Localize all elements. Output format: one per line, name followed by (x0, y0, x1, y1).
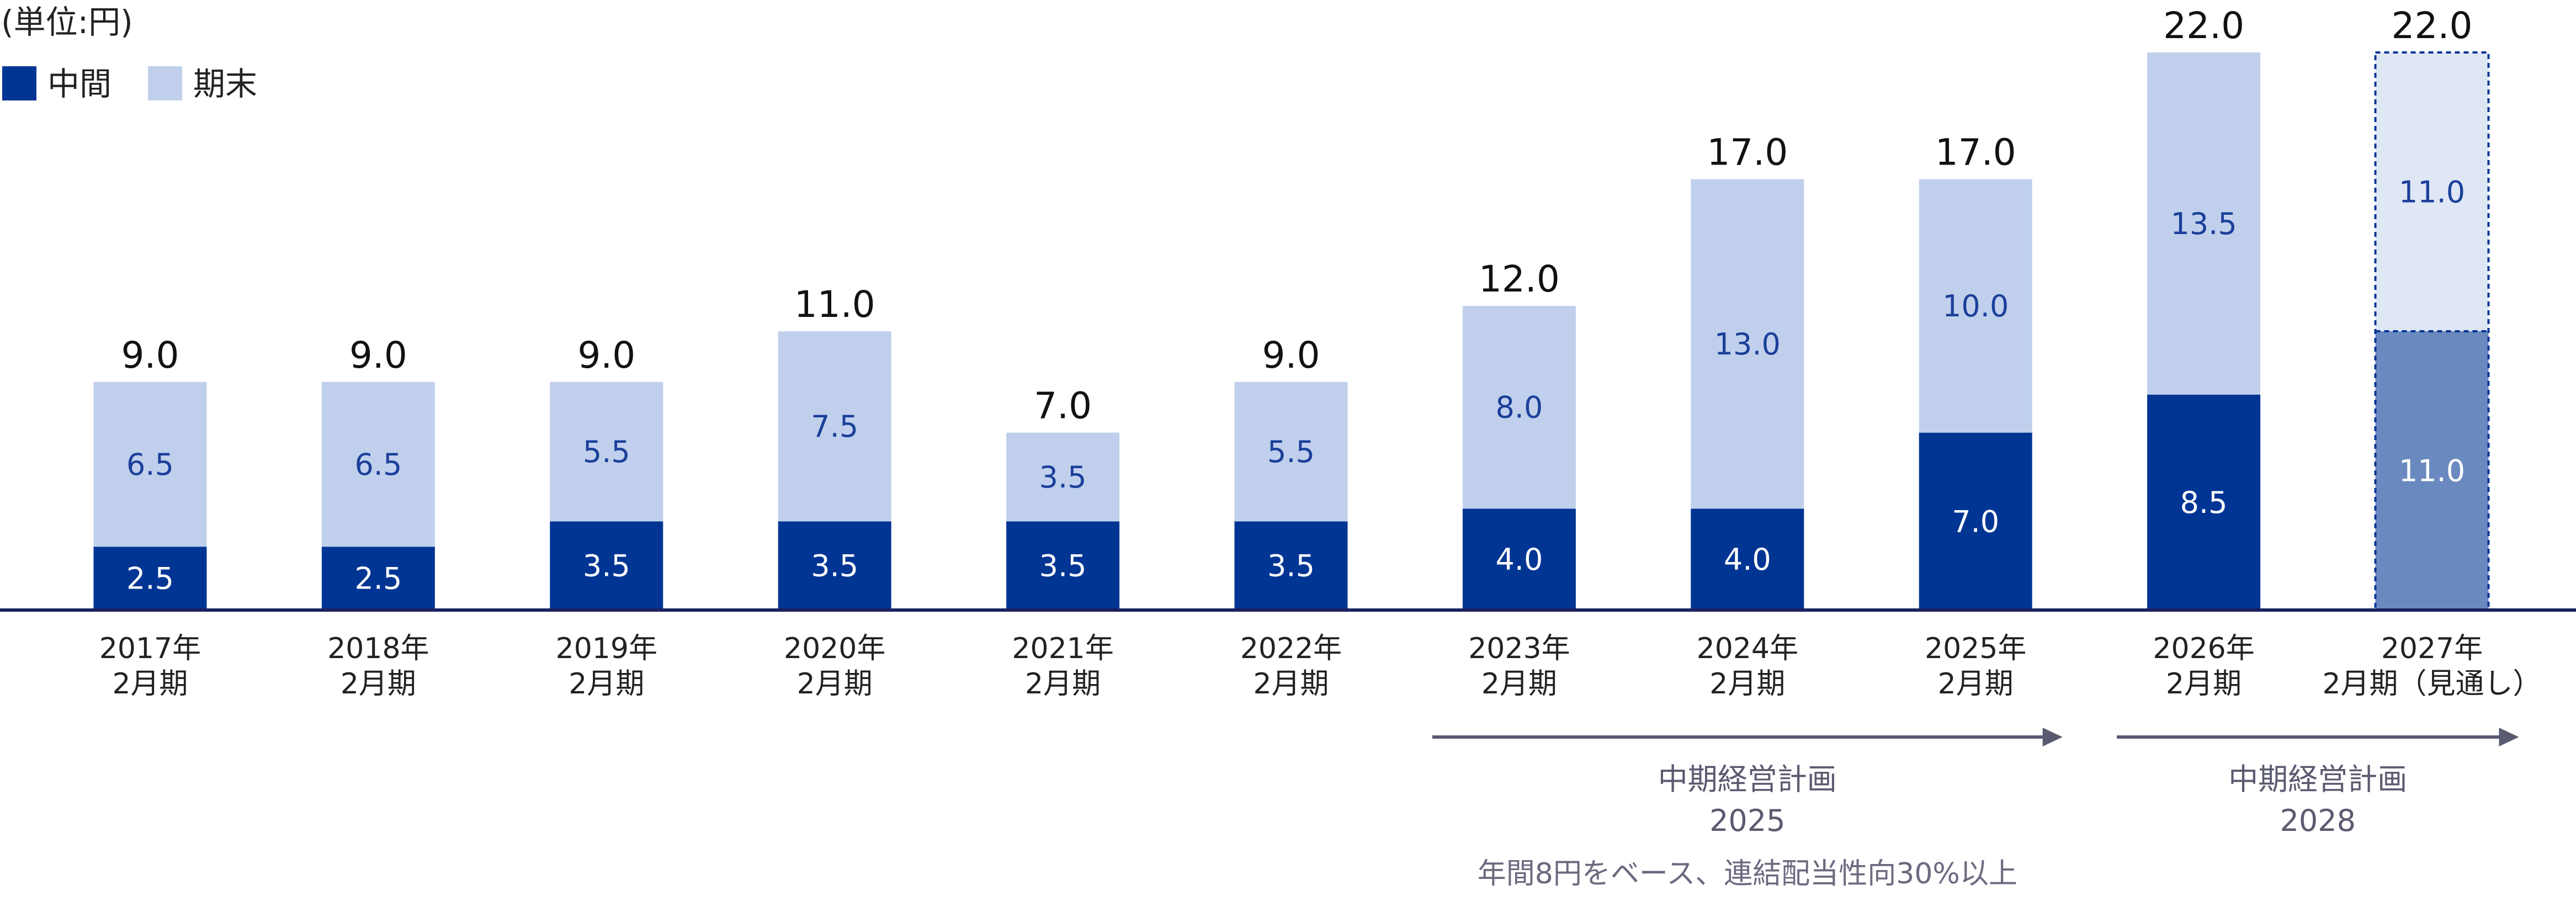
x-tick-label-3: 2020年 2月期 (784, 632, 885, 701)
bar-year-end-label-9: 13.5 (2170, 206, 2237, 241)
bar-year-end-label-3: 7.5 (811, 409, 858, 444)
x-tick-label-4: 2021年 2月期 (1012, 632, 1113, 701)
plan-year-0: 2025 (1709, 803, 1785, 838)
bar-total-label-1: 9.0 (349, 334, 407, 377)
bar-interim-9 (2147, 394, 2261, 610)
bar-interim-0 (93, 547, 207, 610)
bars-group: 2.5 6.5 9.0 2.5 6.5 9.0 3.5 5.5 9.0 3.5 7.5 11.0 3.5… (93, 4, 2490, 611)
bar-total-label-8: 17.0 (1935, 131, 2016, 174)
bar-year-end-7 (1691, 179, 1804, 509)
bar-year-end-0 (93, 381, 207, 547)
plan-arrow-head-0 (2042, 728, 2063, 746)
bar-interim-2 (550, 521, 663, 610)
legend-label-interim: 中間 (47, 65, 111, 103)
bar-interim-label-0: 2.5 (126, 561, 174, 596)
bar-interim-label-8: 7.0 (1952, 504, 1999, 539)
bar-year-end-label-6: 8.0 (1495, 390, 1543, 425)
plan-note-0: 年間8円をベース、連結配当性向30%以上 (1478, 857, 2017, 891)
x-tick-label-10: 2027年 2月期（見通し） (2322, 632, 2541, 701)
bar-year-end-8 (1919, 179, 2032, 433)
bar-interim-label-9: 8.5 (2180, 485, 2228, 520)
bar-interim-1 (321, 547, 435, 610)
bar-year-end-label-1: 6.5 (354, 447, 402, 482)
bar-year-end-9 (2147, 52, 2261, 395)
plan-name-1: 中期経営計画 (2228, 762, 2407, 797)
bar-interim-5 (1234, 521, 1348, 610)
x-tick-label-6: 2023年 2月期 (1468, 632, 1570, 701)
bar-interim-label-6: 4.0 (1495, 542, 1543, 577)
bar-interim-3 (778, 521, 891, 610)
bar-year-end-label-0: 6.5 (126, 447, 174, 482)
plan-arrow-head-1 (2499, 728, 2519, 746)
bar-interim-label-2: 3.5 (583, 549, 630, 584)
x-tick-labels: 2017年 2月期 2018年 2月期 2019年 2月期 2020年 2月期 2021年 2月期… (99, 632, 2542, 701)
bar-interim-label-4: 3.5 (1039, 549, 1087, 584)
legend-label-year-end: 期末 (193, 65, 257, 103)
bar-interim-label-3: 3.5 (811, 549, 858, 584)
legend-swatch-year-end (148, 66, 182, 100)
bar-year-end-6 (1462, 306, 1576, 509)
bar-year-end-label-7: 13.0 (1714, 327, 1781, 362)
bar-year-end-label-4: 3.5 (1039, 460, 1087, 495)
bar-interim-6 (1462, 508, 1576, 610)
x-tick-label-2: 2019年 2月期 (556, 632, 657, 701)
bar-interim-7 (1691, 508, 1804, 610)
bar-interim-label-7: 4.0 (1724, 542, 1771, 577)
bar-total-label-4: 7.0 (1034, 385, 1092, 427)
bar-year-end-10 (2375, 52, 2489, 331)
bar-year-end-5 (1234, 381, 1348, 522)
x-tick-label-5: 2022年 2月期 (1240, 632, 1342, 701)
bar-year-end-label-5: 5.5 (1267, 434, 1315, 469)
bar-total-label-6: 12.0 (1479, 258, 1560, 300)
bar-interim-8 (1919, 432, 2032, 610)
bar-total-label-2: 9.0 (577, 334, 635, 377)
bar-total-label-9: 22.0 (2163, 4, 2244, 47)
bar-year-end-3 (778, 331, 891, 522)
bar-year-end-label-8: 10.0 (1942, 289, 2009, 324)
bar-total-label-0: 9.0 (121, 334, 179, 377)
bar-year-end-label-10: 11.0 (2399, 175, 2465, 210)
bar-interim-label-1: 2.5 (354, 561, 402, 596)
bar-interim-4 (1006, 521, 1120, 610)
bar-total-label-3: 11.0 (794, 283, 875, 326)
x-tick-label-1: 2018年 2月期 (327, 632, 429, 701)
bar-year-end-1 (321, 381, 435, 547)
bar-year-end-label-2: 5.5 (583, 434, 630, 469)
bar-total-label-5: 9.0 (1262, 334, 1320, 377)
bar-total-label-7: 17.0 (1707, 131, 1788, 174)
bar-year-end-2 (550, 381, 663, 522)
bar-interim-label-10: 11.0 (2399, 454, 2465, 489)
plan-name-0: 中期経営計画 (1658, 762, 1837, 797)
x-tick-label-9: 2026年 2月期 (2153, 632, 2254, 701)
bar-interim-10 (2375, 331, 2489, 610)
bar-interim-label-5: 3.5 (1267, 549, 1315, 584)
plan-year-1: 2028 (2280, 803, 2356, 838)
legend: 中間 期末 (2, 65, 257, 103)
x-tick-label-7: 2024年 2月期 (1697, 632, 1798, 701)
bar-total-label-10: 22.0 (2392, 4, 2473, 47)
unit-label: (単位:円) (1, 3, 133, 41)
bar-year-end-4 (1006, 432, 1120, 522)
x-tick-label-0: 2017年 2月期 (99, 632, 201, 701)
x-tick-label-8: 2025年 2月期 (1925, 632, 2026, 701)
legend-swatch-interim (2, 66, 36, 100)
